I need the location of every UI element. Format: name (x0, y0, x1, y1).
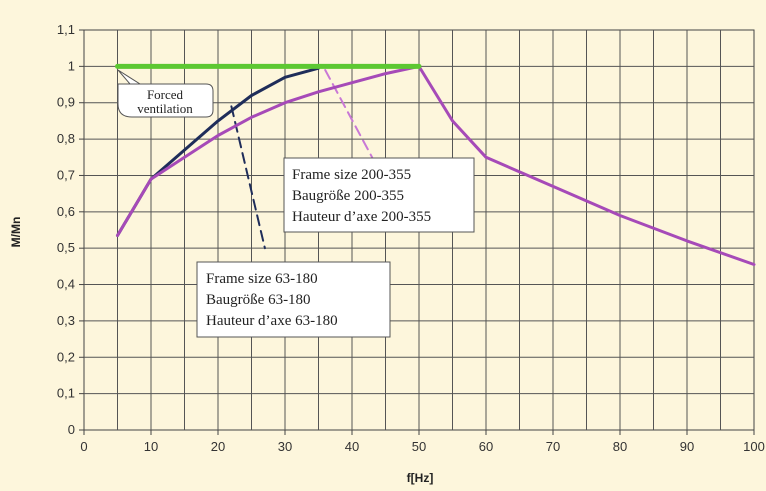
x-tick-label: 30 (278, 439, 292, 454)
frame-200-355-line-3: Hauteur d’axe 200-355 (292, 209, 431, 225)
forced-ventilation-bubble (117, 69, 214, 118)
y-tick-label: 0,4 (57, 277, 75, 292)
y-tick-label: 0,8 (57, 131, 75, 146)
frame-63-180-rect (196, 261, 391, 338)
y-tick-label: 0,2 (57, 349, 75, 364)
y-tick-label: 0,1 (57, 386, 75, 401)
y-tick-label: 0,3 (57, 313, 75, 328)
y-tick-label: 1 (68, 58, 75, 73)
series-line-small-dashed (230, 105, 266, 250)
x-tick-label: 0 (80, 439, 87, 454)
y-tick-label: 0,5 (57, 240, 75, 255)
frame-63-180-line-2: Baugröße 63-180 (206, 292, 311, 308)
x-tick-label: 50 (412, 439, 426, 454)
series-line-large (116, 64, 756, 266)
x-axis-label: f[Hz] (407, 471, 434, 485)
frame-63-180-box: Frame size 63-180 Baugröße 63-180 Hauteu… (196, 261, 391, 338)
frame-200-355-line-1: Frame size 200-355 (292, 167, 411, 183)
x-tick-label: 10 (144, 439, 158, 454)
y-tick-label: 0,7 (57, 167, 75, 182)
series-group (115, 63, 756, 266)
forced-ventilation-line-1: Forced (147, 87, 184, 102)
frame-200-355-rect (283, 157, 475, 233)
y-tick-label: 0 (68, 422, 75, 437)
frame-63-180-line-3: Hauteur d’axe 63-180 (206, 313, 338, 329)
y-tick-label: 0,9 (57, 95, 75, 110)
series-line-large-dashed (324, 69, 374, 159)
frame-63-180-line-1: Frame size 63-180 (206, 271, 318, 287)
forced-ventilation-callout: Forced ventilation (117, 69, 214, 118)
x-tick-label: 20 (211, 439, 225, 454)
y-tick-labels: 0 0,1 0,2 0,3 0,4 0,5 0,6 0,7 0,8 0,9 1 1,1 (57, 22, 84, 437)
x-tick-label: 90 (680, 439, 694, 454)
y-axis-label: M/Mn (9, 217, 23, 248)
x-tick-labels: 0 10 20 30 40 50 60 70 80 90 100 (80, 430, 765, 454)
y-tick-label: 1,1 (57, 22, 75, 37)
forced-ventilation-line-2: ventilation (137, 101, 193, 116)
x-tick-label: 60 (479, 439, 493, 454)
x-tick-label: 70 (546, 439, 560, 454)
frame-200-355-line-2: Baugröße 200-355 (292, 188, 404, 204)
x-tick-label: 100 (743, 439, 765, 454)
x-tick-label: 80 (613, 439, 627, 454)
y-tick-label: 0,6 (57, 204, 75, 219)
frame-200-355-box: Frame size 200-355 Baugröße 200-355 Haut… (283, 157, 475, 233)
x-tick-label: 40 (345, 439, 359, 454)
